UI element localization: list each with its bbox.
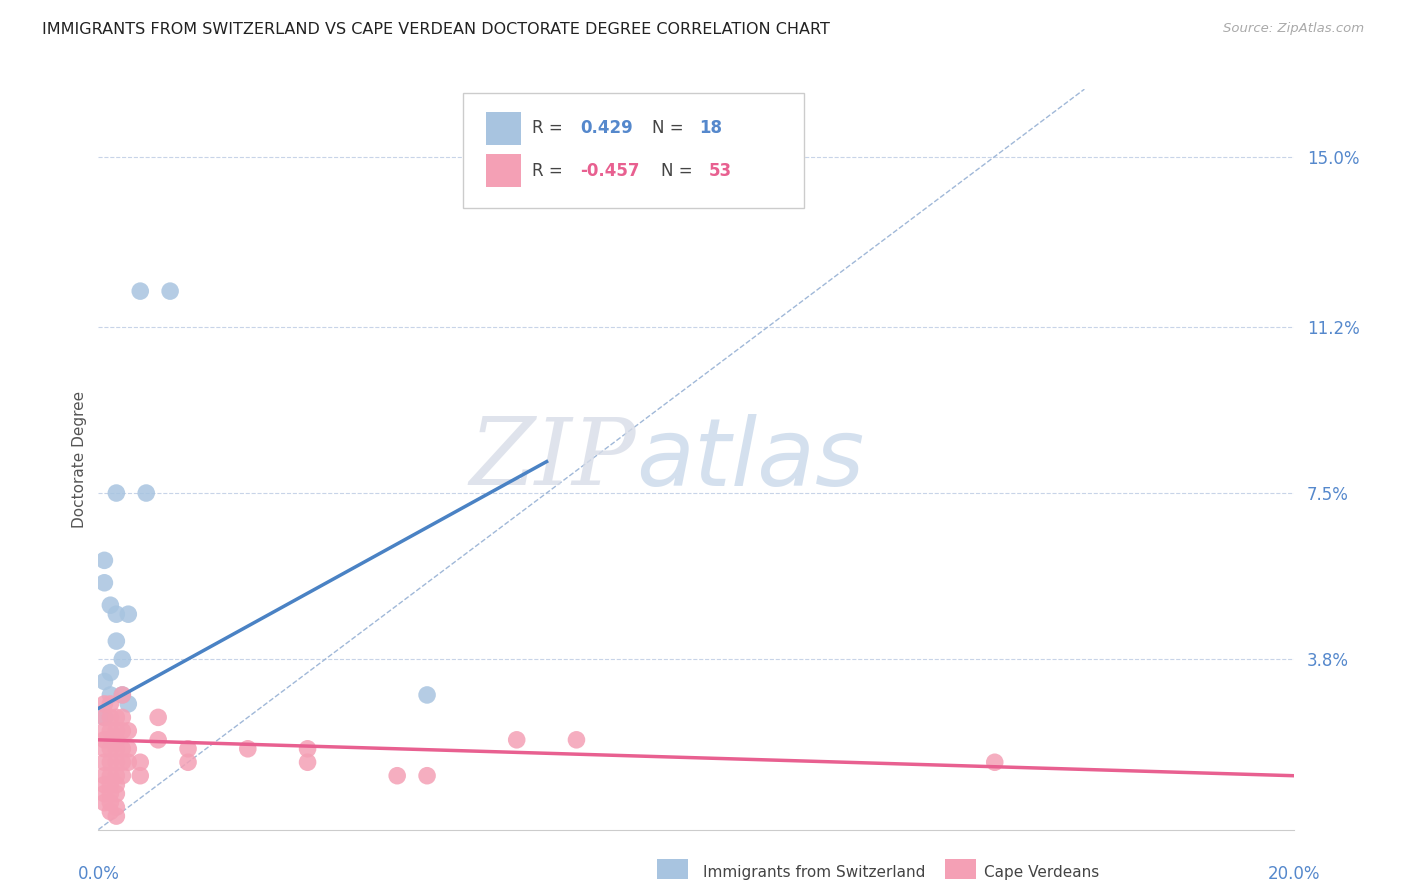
Point	[93, 674, 115, 689]
Point	[129, 756, 152, 770]
Point	[105, 486, 128, 500]
Text: 18: 18	[700, 120, 723, 137]
Text: N =: N =	[661, 161, 699, 179]
Point	[111, 710, 134, 724]
Point	[111, 769, 134, 783]
Point	[416, 688, 439, 702]
Point	[111, 688, 134, 702]
Point	[98, 787, 122, 801]
Point	[98, 805, 122, 819]
Point	[105, 769, 128, 783]
Point	[117, 723, 139, 738]
Point	[105, 634, 128, 648]
Point	[93, 723, 115, 738]
Point	[93, 710, 115, 724]
Point	[93, 778, 115, 792]
Point	[177, 756, 200, 770]
Point	[105, 800, 128, 814]
Point	[117, 607, 139, 622]
Text: IMMIGRANTS FROM SWITZERLAND VS CAPE VERDEAN DOCTORATE DEGREE CORRELATION CHART: IMMIGRANTS FROM SWITZERLAND VS CAPE VERD…	[42, 22, 830, 37]
Point	[117, 756, 139, 770]
Point	[105, 756, 128, 770]
Point	[111, 723, 134, 738]
Point	[111, 688, 134, 702]
Bar	[945, 859, 976, 879]
Point	[105, 732, 128, 747]
Text: R =: R =	[533, 120, 568, 137]
Point	[98, 723, 122, 738]
Point	[177, 741, 200, 756]
Point	[105, 723, 128, 738]
Text: 53: 53	[709, 161, 733, 179]
Point	[93, 741, 115, 756]
Point	[98, 665, 122, 680]
Point	[111, 741, 134, 756]
Point	[93, 697, 115, 711]
Point	[117, 697, 139, 711]
Point	[98, 796, 122, 810]
Point	[129, 769, 152, 783]
Point	[93, 796, 115, 810]
Text: 20.0%: 20.0%	[1267, 865, 1320, 883]
Point	[984, 756, 1007, 770]
Point	[98, 756, 122, 770]
Point	[135, 486, 157, 500]
Point	[416, 769, 439, 783]
Point	[98, 598, 122, 612]
Text: atlas: atlas	[637, 414, 865, 505]
Point	[98, 697, 122, 711]
Point	[98, 769, 122, 783]
Point	[93, 553, 115, 567]
Point	[565, 732, 588, 747]
Point	[105, 741, 128, 756]
Text: 0.429: 0.429	[581, 120, 633, 137]
Point	[93, 756, 115, 770]
Text: 0.0%: 0.0%	[77, 865, 120, 883]
Point	[93, 787, 115, 801]
Point	[98, 688, 122, 702]
Point	[111, 756, 134, 770]
Point	[93, 769, 115, 783]
Text: R =: R =	[533, 161, 568, 179]
Point	[98, 710, 122, 724]
Point	[506, 732, 529, 747]
Point	[98, 741, 122, 756]
Point	[236, 741, 259, 756]
Point	[93, 732, 115, 747]
Point	[297, 756, 319, 770]
Point	[148, 732, 170, 747]
Text: Cape Verdeans: Cape Verdeans	[984, 865, 1099, 880]
Text: Immigrants from Switzerland: Immigrants from Switzerland	[703, 865, 925, 880]
FancyBboxPatch shape	[463, 93, 804, 208]
Text: ZIP: ZIP	[470, 415, 637, 504]
Point	[105, 778, 128, 792]
Point	[117, 741, 139, 756]
Point	[129, 284, 152, 298]
Point	[385, 769, 409, 783]
Point	[297, 741, 319, 756]
Point	[111, 652, 134, 666]
Text: -0.457: -0.457	[581, 161, 640, 179]
Point	[93, 575, 115, 590]
Point	[93, 710, 115, 724]
FancyBboxPatch shape	[485, 112, 522, 145]
Text: Source: ZipAtlas.com: Source: ZipAtlas.com	[1223, 22, 1364, 36]
Point	[159, 284, 181, 298]
FancyBboxPatch shape	[485, 154, 522, 187]
Point	[105, 710, 128, 724]
Y-axis label: Doctorate Degree: Doctorate Degree	[72, 391, 87, 528]
Point	[105, 787, 128, 801]
Text: N =: N =	[652, 120, 689, 137]
Point	[148, 710, 170, 724]
Point	[105, 607, 128, 622]
Bar	[657, 859, 688, 879]
Point	[105, 809, 128, 823]
Point	[98, 778, 122, 792]
